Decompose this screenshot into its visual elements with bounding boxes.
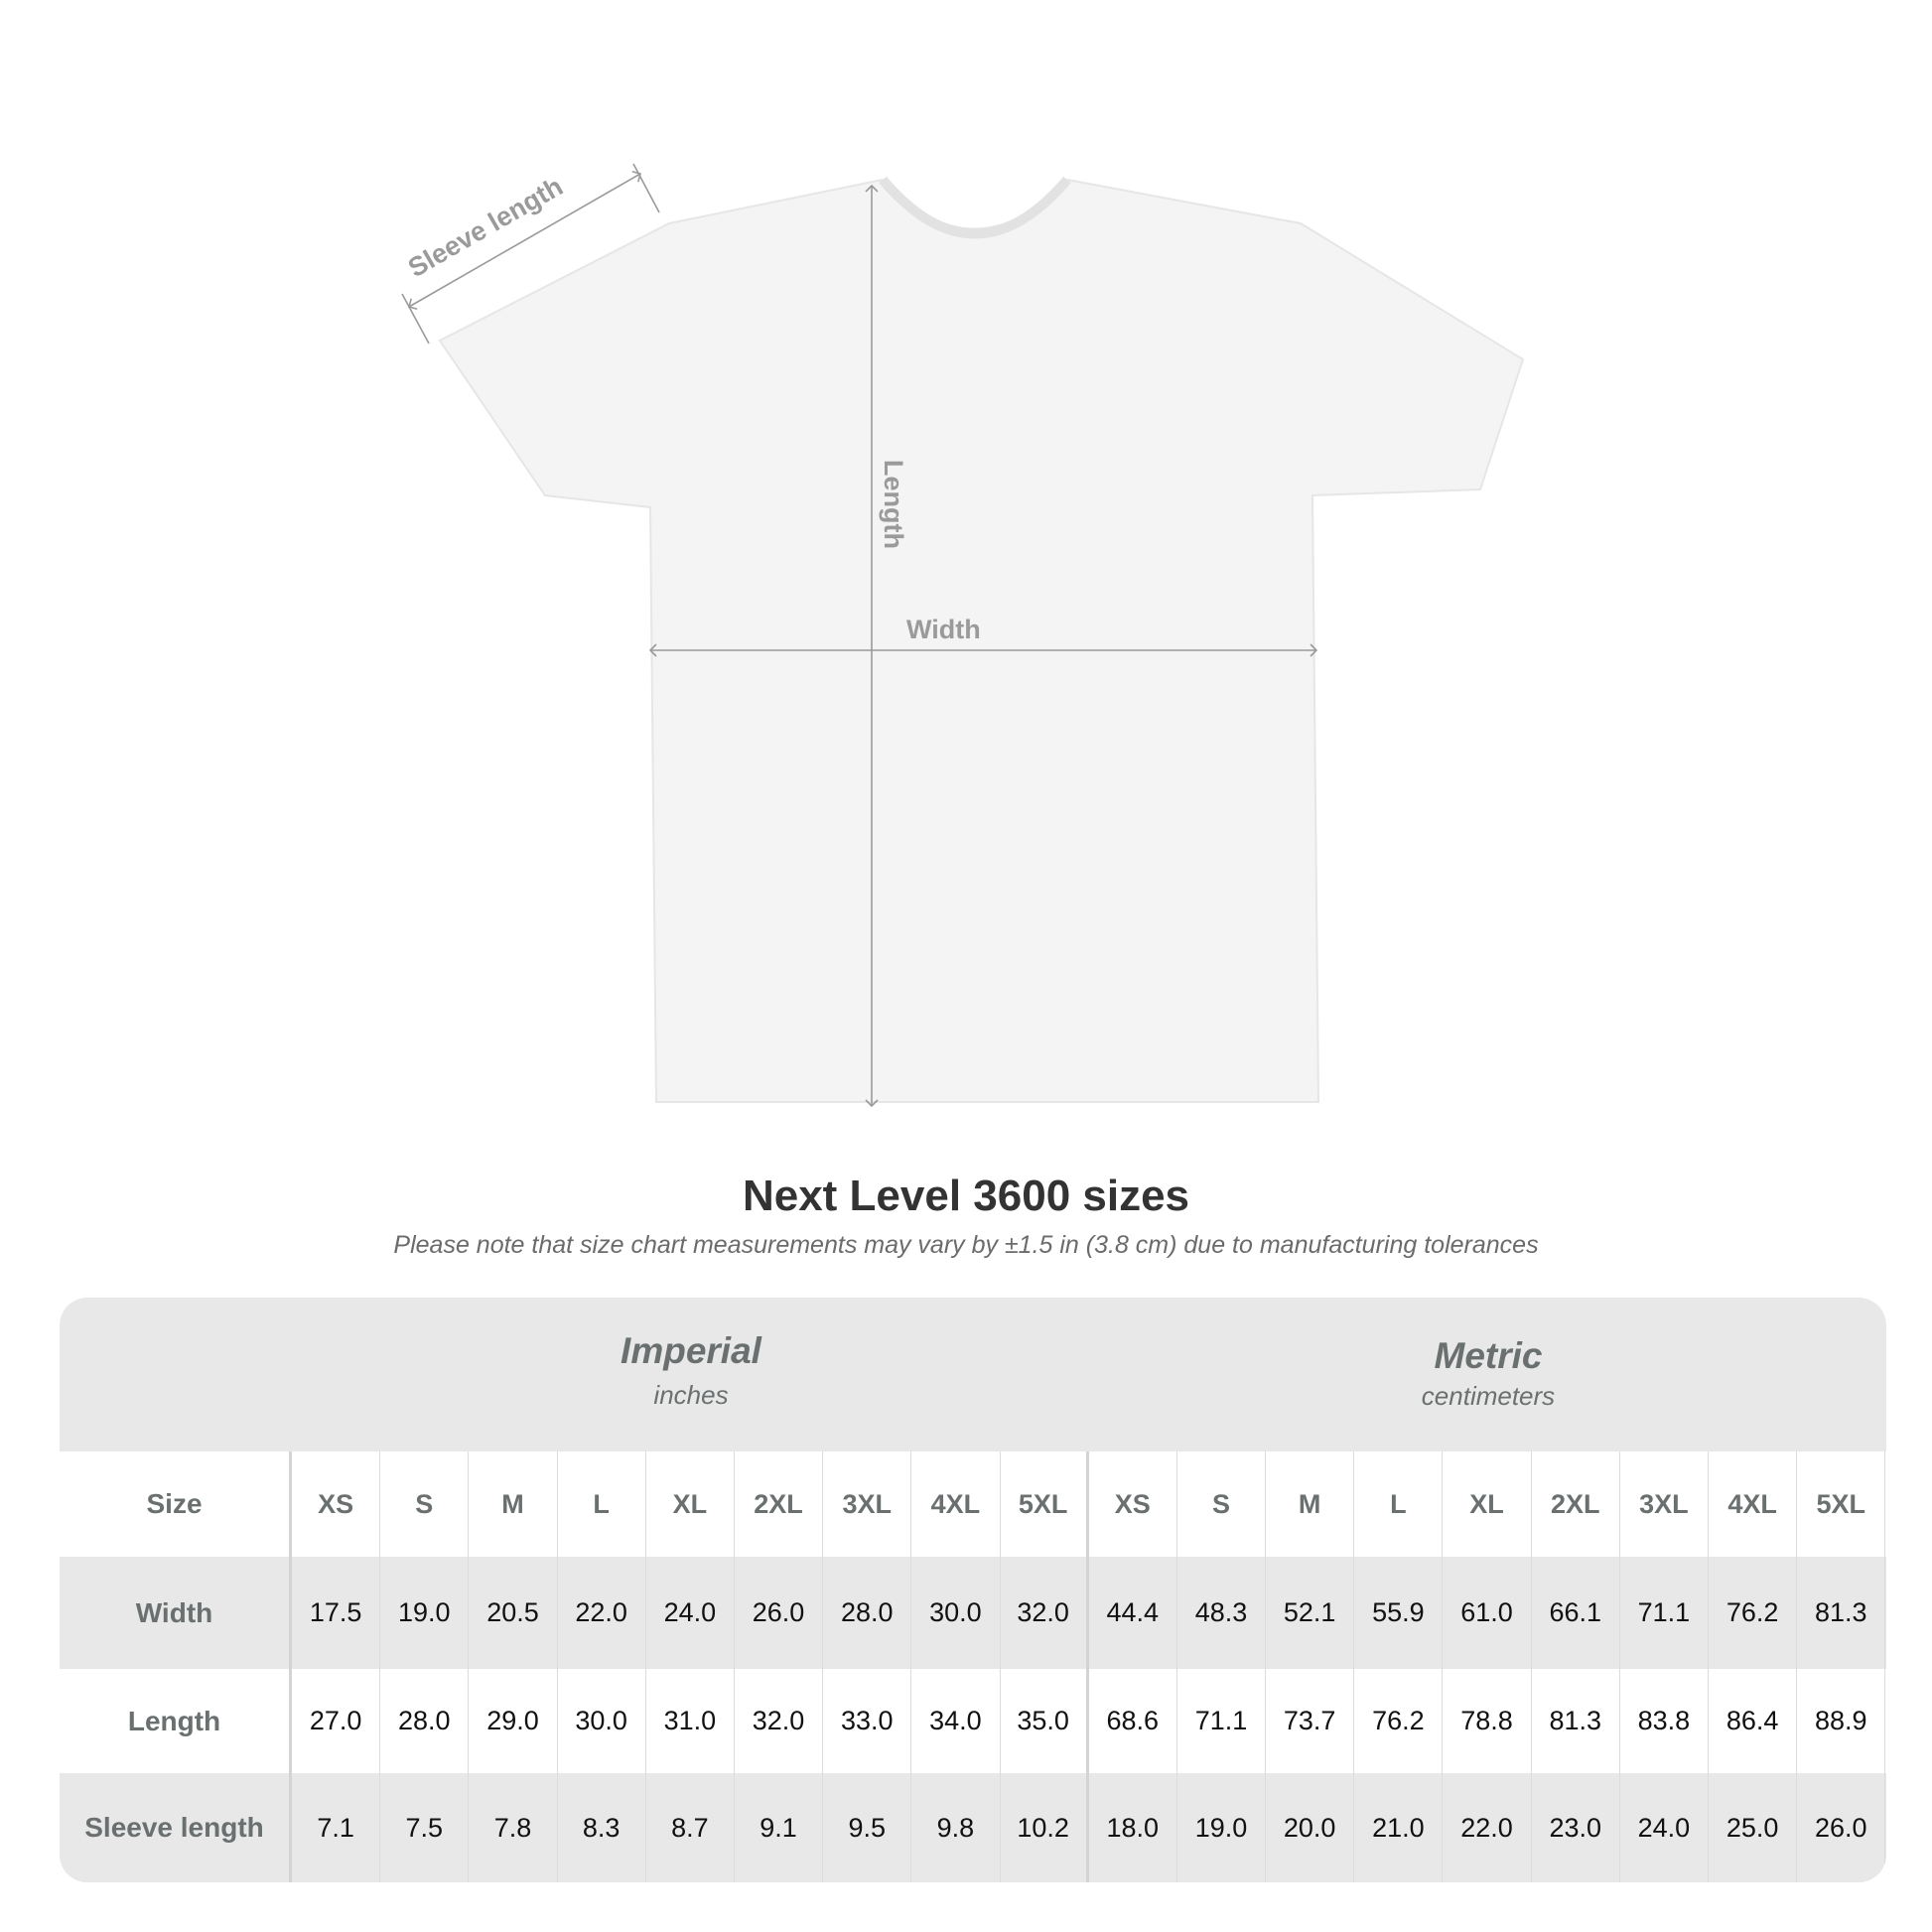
table-cell-metric: 86.4 xyxy=(1709,1669,1798,1773)
table-cell-imperial: 27.0 xyxy=(292,1669,381,1773)
size-header-imperial: XL xyxy=(646,1451,735,1557)
size-header-imperial: 5XL xyxy=(1001,1451,1089,1557)
table-cell-metric: 83.8 xyxy=(1620,1669,1709,1773)
sleeve-tick-left xyxy=(401,293,430,345)
table-cell-imperial: 19.0 xyxy=(380,1557,470,1669)
table-cell-imperial: 29.0 xyxy=(469,1669,558,1773)
size-header-imperial: 2XL xyxy=(735,1451,824,1557)
table-cell-metric: 81.3 xyxy=(1797,1557,1886,1669)
table-cell-imperial: 17.5 xyxy=(292,1557,381,1669)
table-cell-metric: 68.6 xyxy=(1089,1669,1177,1773)
size-header-metric: 3XL xyxy=(1620,1451,1709,1557)
table-cell-metric: 73.7 xyxy=(1266,1669,1355,1773)
table-cell-imperial: 22.0 xyxy=(558,1557,646,1669)
size-header-imperial: M xyxy=(469,1451,558,1557)
table-cell-imperial: 7.5 xyxy=(380,1773,470,1882)
table-cell-imperial: 34.0 xyxy=(911,1669,1001,1773)
sleeve-dimension-line xyxy=(408,171,641,310)
table-cell-imperial: 9.5 xyxy=(823,1773,912,1882)
metric-header: Metric centimeters xyxy=(1090,1298,1886,1451)
table-cell-imperial: 7.8 xyxy=(469,1773,558,1882)
table-cell-metric: 18.0 xyxy=(1089,1773,1177,1882)
sleeve-length-row: Sleeve length 7.1 7.5 7.8 8.3 8.7 9.1 9.5 9.8 10.… xyxy=(60,1773,1886,1882)
table-cell-metric: 76.2 xyxy=(1354,1669,1444,1773)
sleeve-tick-right xyxy=(632,163,660,213)
table-cell-imperial: 9.1 xyxy=(735,1773,824,1882)
imperial-unit: inches xyxy=(653,1380,729,1410)
table-cell-metric: 44.4 xyxy=(1089,1557,1177,1669)
size-header-imperial: 3XL xyxy=(823,1451,912,1557)
size-table: Imperial inches Metric centimeters Size X… xyxy=(60,1298,1886,1882)
table-cell-metric: 55.9 xyxy=(1354,1557,1444,1669)
size-header-imperial: L xyxy=(558,1451,646,1557)
metric-unit: centimeters xyxy=(1421,1381,1556,1411)
table-cell-imperial: 31.0 xyxy=(646,1669,735,1773)
size-header-metric: S xyxy=(1177,1451,1267,1557)
size-header-metric: L xyxy=(1354,1451,1444,1557)
size-header-metric: M xyxy=(1266,1451,1355,1557)
table-cell-imperial: 32.0 xyxy=(1001,1557,1089,1669)
table-cell-imperial: 30.0 xyxy=(558,1669,646,1773)
size-header-imperial: XS xyxy=(292,1451,381,1557)
table-cell-imperial: 26.0 xyxy=(735,1557,824,1669)
page-title: Next Level 3600 sizes xyxy=(742,1172,1190,1220)
table-cell-imperial: 30.0 xyxy=(911,1557,1001,1669)
table-cell-imperial: 28.0 xyxy=(380,1669,470,1773)
table-cell-imperial: 9.8 xyxy=(911,1773,1001,1882)
table-cell-metric: 25.0 xyxy=(1709,1773,1798,1882)
table-cell-metric: 26.0 xyxy=(1797,1773,1886,1882)
table-cell-metric: 88.9 xyxy=(1797,1669,1886,1773)
table-cell-metric: 24.0 xyxy=(1620,1773,1709,1882)
table-cell-metric: 61.0 xyxy=(1443,1557,1532,1669)
width-row: Width 17.5 19.0 20.5 22.0 24.0 26.0 28.0 30.0 32.… xyxy=(60,1557,1886,1669)
table-cell-metric: 19.0 xyxy=(1177,1773,1267,1882)
size-header-imperial: 4XL xyxy=(911,1451,1001,1557)
size-header-metric: 4XL xyxy=(1709,1451,1798,1557)
row-label: Length xyxy=(60,1669,292,1773)
tshirt-diagram: Sleeve length Length Width xyxy=(401,163,1525,1108)
imperial-title: Imperial xyxy=(621,1330,761,1371)
table-cell-metric: 48.3 xyxy=(1177,1557,1267,1669)
table-cell-imperial: 35.0 xyxy=(1001,1669,1089,1773)
size-label: Size xyxy=(60,1451,292,1557)
metric-title: Metric xyxy=(1434,1335,1543,1376)
table-cell-metric: 20.0 xyxy=(1266,1773,1355,1882)
table-cell-metric: 23.0 xyxy=(1532,1773,1620,1882)
row-label: Width xyxy=(60,1557,292,1669)
sleeve-length-label: Sleeve length xyxy=(403,171,568,283)
size-header-metric: 2XL xyxy=(1532,1451,1620,1557)
size-header-metric: XS xyxy=(1089,1451,1177,1557)
table-cell-imperial: 32.0 xyxy=(735,1669,824,1773)
table-cell-imperial: 20.5 xyxy=(469,1557,558,1669)
table-cell-metric: 71.1 xyxy=(1177,1669,1267,1773)
tolerance-note: Please note that size chart measurements… xyxy=(393,1231,1539,1259)
table-cell-metric: 22.0 xyxy=(1443,1773,1532,1882)
collar xyxy=(879,176,1071,239)
table-cell-imperial: 28.0 xyxy=(823,1557,912,1669)
table-cell-metric: 66.1 xyxy=(1532,1557,1620,1669)
table-cell-imperial: 10.2 xyxy=(1001,1773,1089,1882)
width-label: Width xyxy=(906,615,981,644)
length-row: Length 27.0 28.0 29.0 30.0 31.0 32.0 33.0 34.0 35… xyxy=(60,1669,1886,1773)
table-cell-imperial: 33.0 xyxy=(823,1669,912,1773)
imperial-header: Imperial inches xyxy=(292,1298,1090,1451)
table-cell-metric: 52.1 xyxy=(1266,1557,1355,1669)
row-label: Sleeve length xyxy=(60,1773,292,1882)
table-cell-imperial: 8.3 xyxy=(558,1773,646,1882)
length-label: Length xyxy=(879,460,908,549)
table-cell-metric: 71.1 xyxy=(1620,1557,1709,1669)
tshirt-shape xyxy=(438,178,1525,1103)
table-cell-imperial: 24.0 xyxy=(646,1557,735,1669)
table-cell-metric: 81.3 xyxy=(1532,1669,1620,1773)
size-header-metric: 5XL xyxy=(1797,1451,1886,1557)
size-header-metric: XL xyxy=(1443,1451,1532,1557)
table-cell-metric: 76.2 xyxy=(1709,1557,1798,1669)
size-header-imperial: S xyxy=(380,1451,470,1557)
size-row: Size XS S M L XL 2XL 3XL 4XL 5XL XS S M L XL 2XL 3XL 4XL 5… xyxy=(60,1451,1886,1557)
table-cell-imperial: 7.1 xyxy=(292,1773,381,1882)
table-cell-metric: 78.8 xyxy=(1443,1669,1532,1773)
table-cell-imperial: 8.7 xyxy=(646,1773,735,1882)
table-cell-metric: 21.0 xyxy=(1354,1773,1444,1882)
